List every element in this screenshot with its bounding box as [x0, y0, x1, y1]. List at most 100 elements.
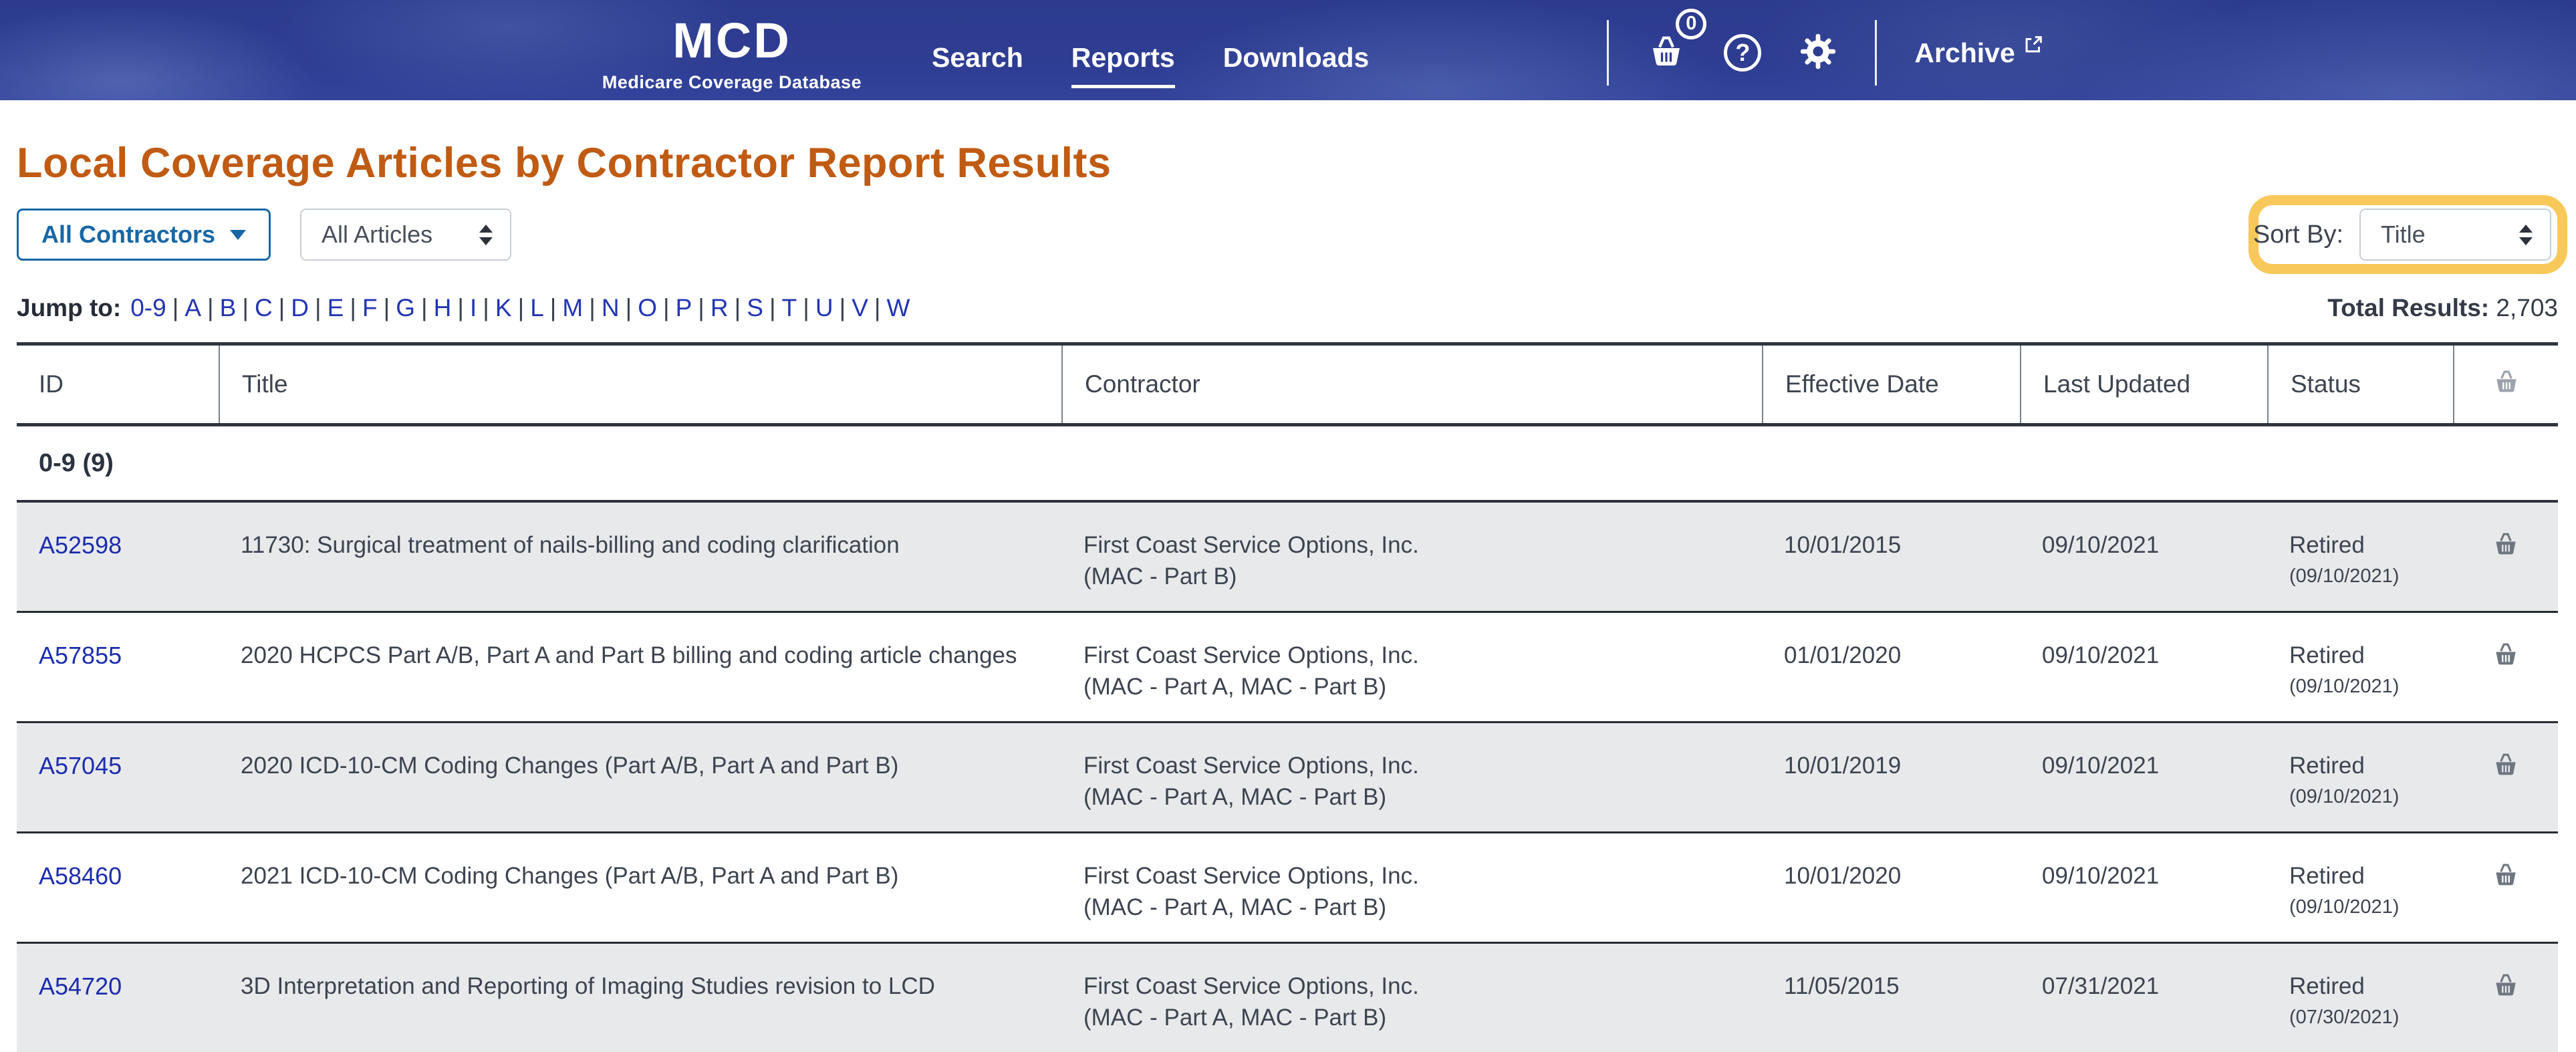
jump-separator: | — [803, 294, 809, 321]
jump-link-R[interactable]: R — [710, 294, 729, 321]
row-id-link[interactable]: A54720 — [39, 972, 122, 1000]
jump-separator: | — [734, 294, 741, 321]
jump-separator: | — [457, 294, 464, 321]
jump-links: 0-9 | A | B | C | D | E | F | G | H | I | K | L | M | N | O | P | R | S | T |… — [130, 294, 910, 322]
table-row: A58460 2021 ICD-10-CM Coding Changes (Par… — [17, 833, 2558, 944]
sort-by-highlight-annotation — [2248, 195, 2567, 274]
jump-link-E[interactable]: E — [327, 294, 344, 321]
jump-link-G[interactable]: G — [396, 294, 415, 321]
jump-link-H[interactable]: H — [433, 294, 452, 321]
articles-select-value: All Articles — [321, 221, 433, 248]
row-contractor: First Coast Service Options, Inc. (MAC - … — [1061, 944, 1762, 1052]
jump-separator: | — [839, 294, 846, 321]
basket-button[interactable]: 0 — [1646, 8, 1707, 75]
jump-link-0-9[interactable]: 0-9 — [130, 294, 166, 321]
row-status: Retired (09/10/2021) — [2267, 723, 2453, 831]
nav-item-search[interactable]: Search — [932, 41, 1023, 73]
basket-count-badge: 0 — [1676, 8, 1707, 39]
row-last-updated: 09/10/2021 — [2042, 863, 2160, 889]
jump-link-T[interactable]: T — [781, 294, 797, 321]
jump-link-P[interactable]: P — [675, 294, 692, 321]
jump-link-N[interactable]: N — [601, 294, 620, 321]
total-results: Total Results: 2,703 — [2327, 294, 2558, 322]
row-last-updated: 07/31/2021 — [2042, 973, 2160, 999]
jump-link-M[interactable]: M — [562, 294, 584, 321]
jump-link-D[interactable]: D — [291, 294, 309, 321]
jump-separator: | — [589, 294, 596, 321]
logo-subtitle: Medicare Coverage Database — [602, 72, 862, 92]
jump-separator: | — [874, 294, 881, 321]
jump-separator: | — [662, 294, 670, 321]
row-status-value: Retired — [2289, 973, 2365, 999]
articles-select[interactable]: All Articles — [300, 209, 512, 261]
row-contractor: First Coast Service Options, Inc. (MAC - … — [1061, 613, 1762, 721]
jump-separator: | — [383, 294, 390, 321]
jump-separator: | — [350, 294, 356, 321]
sort-by-select[interactable]: Title — [2359, 209, 2551, 261]
jump-link-S[interactable]: S — [747, 294, 763, 321]
nav-item-reports[interactable]: Reports — [1071, 41, 1175, 88]
row-contractor-type: (MAC - Part A, MAC - Part B) — [1083, 1005, 1387, 1031]
column-header-title: Title — [219, 346, 1061, 423]
jump-link-C[interactable]: C — [254, 294, 273, 321]
jump-row: Jump to: 0-9 | A | B | C | D | E | F | G | H | I | K | L | M | N | O… — [0, 294, 2576, 322]
jump-link-O[interactable]: O — [638, 294, 657, 321]
row-title: 3D Interpretation and Reporting of Imagi… — [241, 973, 935, 999]
table-body: A52598 11730: Surgical treatment of nails… — [17, 503, 2558, 1052]
settings-button[interactable] — [1799, 32, 1837, 74]
select-arrows-icon — [2519, 224, 2533, 245]
row-contractor-name: First Coast Service Options, Inc. — [1083, 753, 1419, 779]
jump-link-F[interactable]: F — [362, 294, 378, 321]
jump-to-label: Jump to: — [17, 294, 122, 321]
jump-link-L[interactable]: L — [530, 294, 544, 321]
row-basket-button[interactable] — [2491, 640, 2521, 721]
basket-icon — [2492, 367, 2521, 402]
total-results-label: Total Results: — [2327, 294, 2490, 321]
jump-link-V[interactable]: V — [852, 294, 868, 321]
row-id-link[interactable]: A58460 — [39, 862, 122, 890]
row-basket-button[interactable] — [2491, 970, 2521, 1052]
row-basket-button[interactable] — [2491, 860, 2521, 942]
jump-separator: | — [483, 294, 489, 321]
jump-separator: | — [698, 294, 704, 321]
jump-link-B[interactable]: B — [219, 294, 237, 321]
select-arrows-icon — [479, 224, 493, 245]
row-effective-date: 10/01/2019 — [1784, 753, 1902, 779]
archive-label: Archive — [1914, 37, 2015, 68]
gear-icon — [1799, 32, 1837, 74]
jump-link-K[interactable]: K — [495, 294, 512, 321]
row-effective-date: 11/05/2015 — [1784, 973, 1900, 999]
nav-item-downloads[interactable]: Downloads — [1222, 41, 1370, 73]
jump-link-U[interactable]: U — [815, 294, 833, 321]
contractors-dropdown-button[interactable]: All Contractors — [17, 209, 271, 261]
row-status-value: Retired — [2289, 753, 2365, 779]
jump-link-I[interactable]: I — [469, 294, 477, 321]
row-effective-date: 10/01/2020 — [1784, 863, 1902, 889]
jump-link-W[interactable]: W — [886, 294, 910, 321]
row-id-link[interactable]: A57045 — [39, 752, 122, 779]
row-contractor-type: (MAC - Part B) — [1083, 563, 1237, 589]
row-status-value: Retired — [2289, 642, 2365, 668]
header-tools: 0 ? — [1607, 8, 2044, 86]
row-status-date: (09/10/2021) — [2289, 565, 2400, 587]
row-id-link[interactable]: A57855 — [39, 642, 122, 669]
sort-by-group: Sort By: Title — [2253, 209, 2551, 261]
row-basket-button[interactable] — [2491, 529, 2521, 611]
jump-separator: | — [315, 294, 321, 321]
jump-separator: | — [242, 294, 249, 321]
row-status: Retired (09/10/2021) — [2267, 613, 2453, 721]
row-basket-button[interactable] — [2491, 750, 2521, 831]
jump-link-A[interactable]: A — [184, 294, 201, 321]
row-last-updated: 09/10/2021 — [2042, 753, 2160, 779]
mcd-logo[interactable]: MCD Medicare Coverage Database — [594, 12, 870, 93]
column-header-status: Status — [2267, 346, 2453, 423]
help-button[interactable]: ? — [1724, 34, 1762, 72]
table-header-row: ID Title Contractor Effective Date Last … — [17, 342, 2558, 426]
table-row: A52598 11730: Surgical treatment of nails… — [17, 503, 2558, 613]
row-contractor: First Coast Service Options, Inc. (MAC - … — [1061, 723, 1762, 831]
logo-title: MCD — [672, 12, 791, 68]
archive-link[interactable]: Archive — [1914, 35, 2044, 69]
row-id-link[interactable]: A52598 — [39, 531, 122, 559]
caret-down-icon — [230, 229, 247, 240]
row-status: Retired (09/10/2021) — [2267, 503, 2453, 611]
